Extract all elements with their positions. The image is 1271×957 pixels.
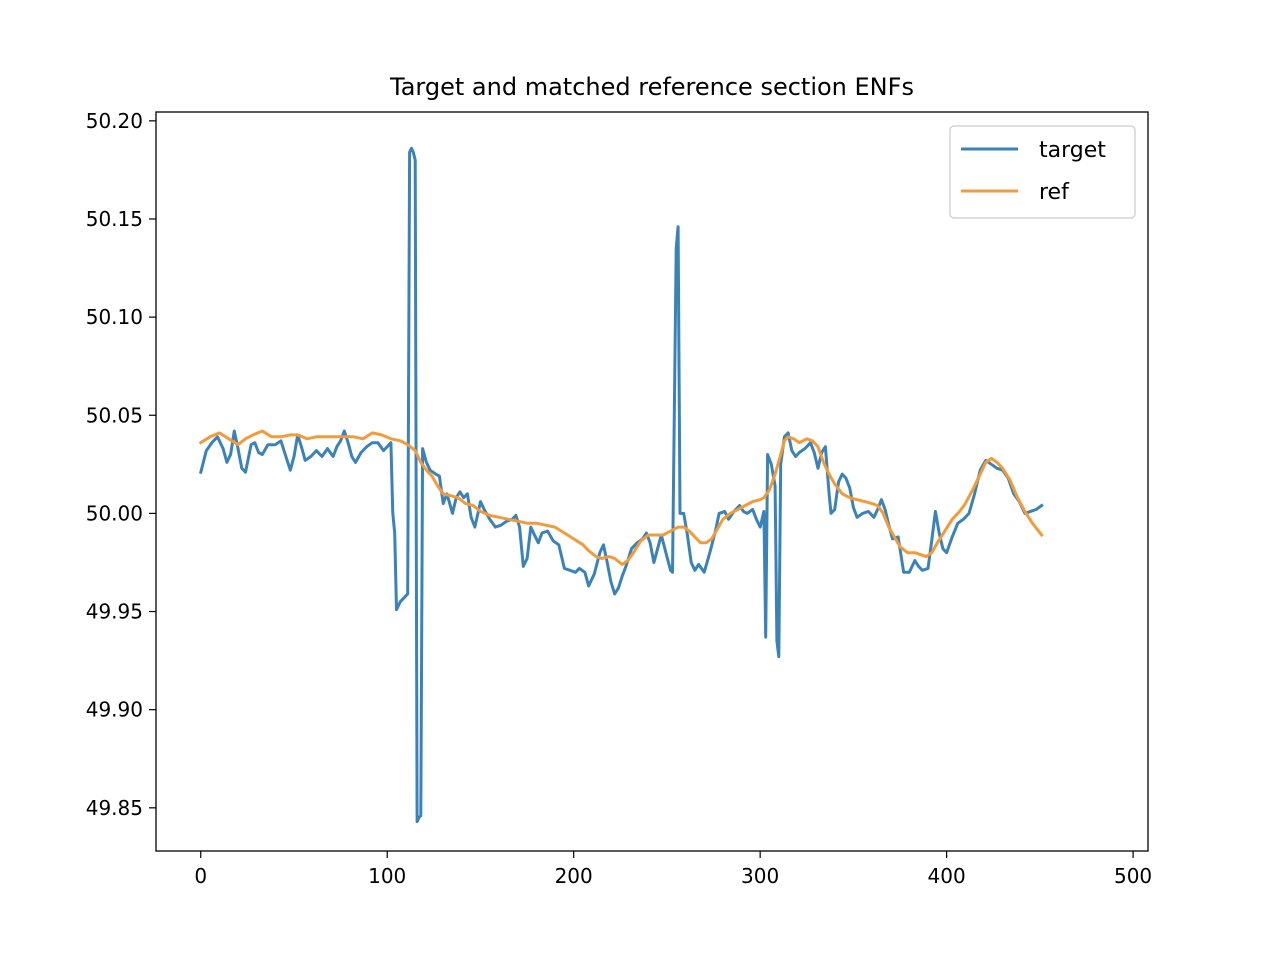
y-tick-label: 49.90 [86,698,143,722]
chart-title: Target and matched reference section ENF… [389,73,914,101]
y-tick-label: 50.10 [86,305,143,329]
series-line-target [198,146,1044,824]
y-tick-label: 50.05 [86,403,143,427]
y-tick-label: 49.95 [86,600,143,624]
x-tick-label: 500 [1114,864,1152,888]
x-tick-label: 200 [555,864,593,888]
x-tick-label: 100 [368,864,406,888]
y-tick-label: 49.85 [86,796,143,820]
legend-label-target: target [1039,138,1106,163]
y-tick-label: 50.00 [86,501,143,525]
plot-lines [198,146,1044,824]
y-tick-label: 50.15 [86,207,143,231]
legend-label-ref: ref [1039,180,1070,205]
x-tick-label: 300 [741,864,779,888]
x-axis: 0 100 200 300 400 500 [194,851,1152,888]
x-tick-label: 0 [194,864,207,888]
y-tick-label: 50.20 [86,109,143,133]
plot-frame [155,111,1149,852]
series-line-ref [198,429,1044,566]
legend-entries: target ref [961,138,1106,205]
y-axis: 49.85 49.90 49.95 50.00 50.05 50.10 50.15 50.20 [86,109,156,820]
legend: target ref [949,125,1136,219]
x-tick-label: 400 [928,864,966,888]
